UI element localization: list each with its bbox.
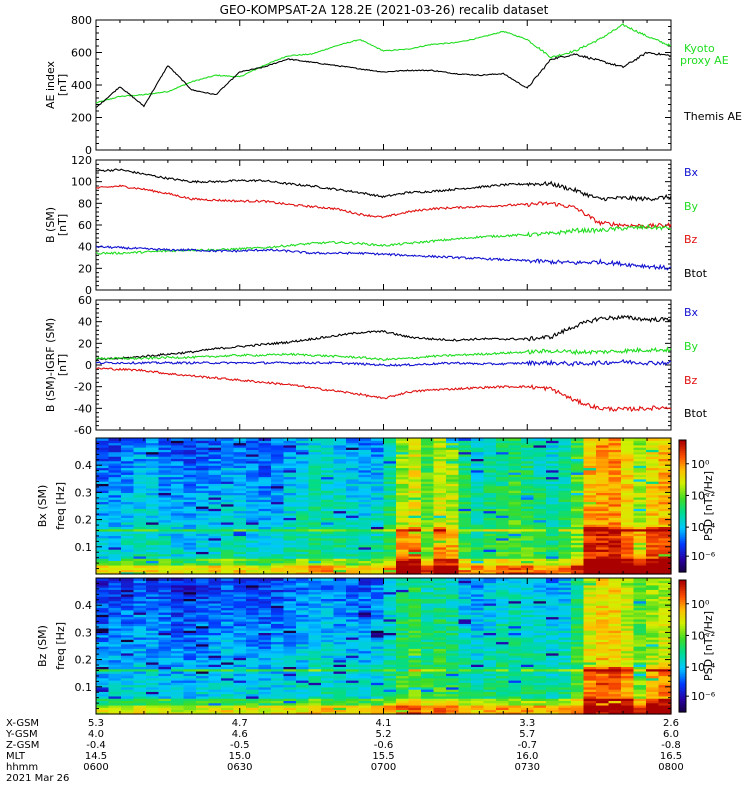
series-line-btot [96, 368, 671, 411]
y-tick-label: 80 [78, 197, 92, 210]
panel-4: 0.10.20.30.4Bx (SM)freq [Hz]10⁰10⁻²10⁻⁴1… [36, 438, 716, 575]
legend-entry-line: proxy AE [680, 54, 729, 67]
y-tick-label: 0.3 [75, 486, 93, 499]
y-tick-label: 100 [71, 176, 92, 189]
y-tick-label: 20 [78, 337, 92, 350]
y-tick-label: 60 [78, 294, 92, 307]
y-tick-label: 40 [78, 316, 92, 329]
heatmap-cells [96, 438, 672, 575]
legend-entry: Bx [684, 306, 699, 319]
legend-entry: Bz [684, 374, 698, 387]
panel-5: 0.10.20.30.4Bz (SM)freq [Hz]10⁰10⁻²10⁻⁴1… [36, 578, 716, 715]
series-line-btot [96, 246, 671, 270]
colorbar-tick-label: 10⁻⁶ [691, 550, 716, 563]
y-tick-label: 20 [78, 262, 92, 275]
legend-entry: Btot [684, 407, 708, 420]
y-tick-label: -20 [74, 381, 92, 394]
y-tick-label: 0.2 [75, 514, 93, 527]
y-tick-label: 400 [71, 79, 92, 92]
y-tick-label: 120 [71, 154, 92, 167]
legend-entry: Bx [684, 166, 699, 179]
y-axis-sublabel: freq [Hz] [54, 482, 67, 530]
y-tick-label: 0.1 [75, 541, 93, 554]
y-axis-unit: [nT] [56, 354, 69, 376]
heatmap-cells [96, 578, 672, 715]
y-tick-label: 600 [71, 47, 92, 60]
legend-entry: Bz [684, 233, 698, 246]
legend-entry: By [684, 340, 699, 353]
y-tick-label: 800 [71, 14, 92, 27]
series-line-bx [96, 169, 671, 201]
colorbar-tick-label: 10⁰ [691, 458, 710, 471]
legend-entry: Btot [684, 267, 708, 280]
series-line-by [96, 348, 671, 361]
series-line-bx [96, 316, 671, 361]
series-line-kyoto-proxy-ae [96, 24, 671, 103]
y-axis-unit: [nT] [56, 74, 69, 96]
y-tick-label: -40 [74, 402, 92, 415]
panel-frame [96, 160, 671, 290]
y-tick-label: 0.4 [75, 459, 93, 472]
y-tick-label: 60 [78, 219, 92, 232]
legend-entry: By [684, 200, 699, 213]
y-axis-unit: [nT] [56, 214, 69, 236]
y-tick-label: 40 [78, 241, 92, 254]
legend-entry: Themis AE [683, 110, 742, 123]
colorbar-label: PSD [nT²/Hz] [702, 471, 715, 541]
series-line-themis-ae [96, 52, 671, 107]
y-tick-label: 0 [85, 359, 92, 372]
series-line-by [96, 185, 671, 228]
figure-title: GEO-KOMPSAT-2A 128.2E (2021-03-26) recal… [220, 3, 549, 17]
y-axis-label: Bx (SM) [36, 485, 49, 528]
y-tick-label: -60 [74, 424, 92, 437]
y-tick-label: 200 [71, 112, 92, 125]
